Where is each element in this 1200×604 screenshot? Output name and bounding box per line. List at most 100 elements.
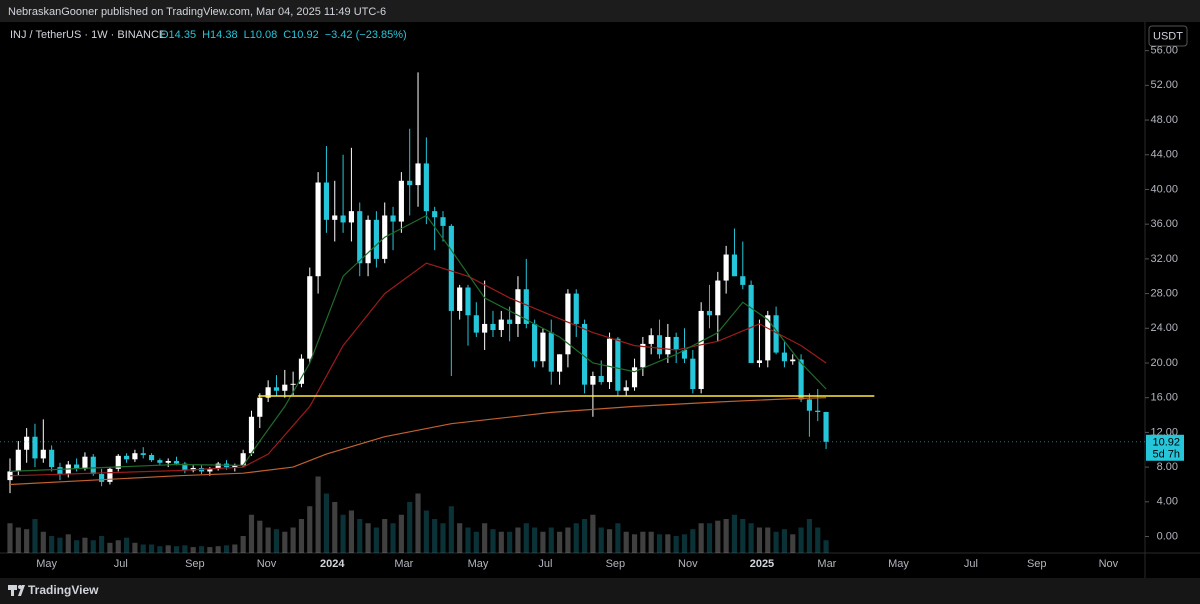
y-tick-label: 24.00 <box>1150 322 1178 334</box>
volume-bar <box>357 519 363 553</box>
volume-bar <box>698 523 704 553</box>
volume-bar <box>640 531 646 553</box>
candle-body <box>631 367 638 388</box>
candle-body <box>74 464 80 469</box>
candle-body <box>498 319 504 331</box>
volume-bar <box>207 547 213 553</box>
candle-body <box>690 358 696 390</box>
candle-body <box>132 453 138 460</box>
volume-bar <box>773 531 779 553</box>
volume-bar <box>706 523 713 553</box>
candle-body <box>748 284 754 363</box>
volume-bar <box>823 540 829 553</box>
volume-bar <box>182 545 188 553</box>
candle-body <box>49 449 55 468</box>
volume-bar <box>232 544 238 553</box>
volume-bar <box>57 537 63 553</box>
y-tick-label: 20.00 <box>1150 357 1178 369</box>
volume-bar <box>648 531 654 553</box>
candle-body <box>90 456 96 475</box>
volume-bar <box>315 476 321 553</box>
volume-bar <box>690 529 696 553</box>
brand: TradingView <box>28 583 99 597</box>
moving-average <box>9 262 827 477</box>
y-tick-label: 8.00 <box>1157 461 1178 473</box>
volume-bar <box>390 523 396 553</box>
candle-body <box>265 387 271 398</box>
candle-body <box>115 455 121 469</box>
candle-body <box>165 461 171 463</box>
y-tick-label: 16.00 <box>1150 392 1178 404</box>
candle-body <box>457 287 463 311</box>
volume-bar <box>40 531 46 553</box>
moving-average <box>9 397 827 486</box>
volume-bar <box>15 527 21 553</box>
candles <box>7 72 829 553</box>
candle-body <box>123 455 130 460</box>
price-tag <box>1146 434 1184 461</box>
candle-body <box>540 332 546 362</box>
volume-bar <box>240 536 246 553</box>
volume-bar <box>465 527 471 553</box>
x-tick-label: May <box>36 558 57 570</box>
candle-body <box>323 182 330 220</box>
candle-body <box>557 354 563 372</box>
candle-body <box>357 211 363 264</box>
volume-bar <box>765 527 771 553</box>
volume-bar <box>323 493 330 553</box>
y-tick-label: 52.00 <box>1150 79 1178 91</box>
candle-body <box>415 163 421 186</box>
x-tick-label: Sep <box>185 558 205 570</box>
candle-body <box>740 276 746 285</box>
moving-average <box>9 214 827 472</box>
candle-body <box>790 359 796 362</box>
currency-button[interactable] <box>1148 25 1188 47</box>
candle-body <box>315 182 321 277</box>
candle-body <box>373 219 379 259</box>
volume-bar <box>340 514 346 553</box>
publish-info: NebraskanGooner published on TradingView… <box>8 6 386 18</box>
y-tick-label: 0.00 <box>1157 530 1178 542</box>
x-tick-label: Nov <box>1099 558 1119 570</box>
volume-bar <box>473 531 479 553</box>
volume-bar <box>398 514 404 553</box>
volume-bar <box>615 523 621 553</box>
candle-body <box>706 310 713 316</box>
candle-body <box>515 289 521 324</box>
candle-body <box>765 315 771 361</box>
candle-body <box>573 293 579 324</box>
volume-bar <box>215 546 221 553</box>
candle-body <box>232 465 238 468</box>
currency[interactable]: USDT <box>1153 30 1183 42</box>
candle-body <box>432 211 438 218</box>
price-tag-value: 10.92 <box>1152 437 1180 449</box>
volume-bar <box>715 520 721 553</box>
volume-bar <box>290 527 296 553</box>
candle-body <box>781 352 788 362</box>
volume-bar <box>32 519 38 553</box>
candle-body <box>656 335 663 355</box>
x-tick-label: Jul <box>114 558 128 570</box>
candle-body <box>615 338 621 391</box>
candle-body <box>7 471 13 481</box>
x-tick-label: May <box>888 558 909 570</box>
candle-body <box>140 453 146 455</box>
candle-body <box>107 468 113 482</box>
candle-body <box>590 376 596 385</box>
candle-body <box>823 412 829 442</box>
y-tick-label: 40.00 <box>1150 183 1178 195</box>
ohlc-value: −3.42 (−23.85%) <box>325 29 407 41</box>
volume-bar <box>365 523 371 553</box>
candle-body <box>240 453 246 466</box>
candle-body <box>440 217 446 226</box>
candle-body <box>282 384 288 391</box>
candle-body <box>565 293 571 355</box>
volume-bar <box>265 527 271 553</box>
volume-bar <box>606 529 613 553</box>
candle-body <box>681 349 688 359</box>
volume-bar <box>373 527 379 553</box>
volume-bar <box>382 519 388 553</box>
volume-bar <box>257 520 263 553</box>
candle-body <box>15 449 21 472</box>
volume-bar <box>132 542 138 553</box>
